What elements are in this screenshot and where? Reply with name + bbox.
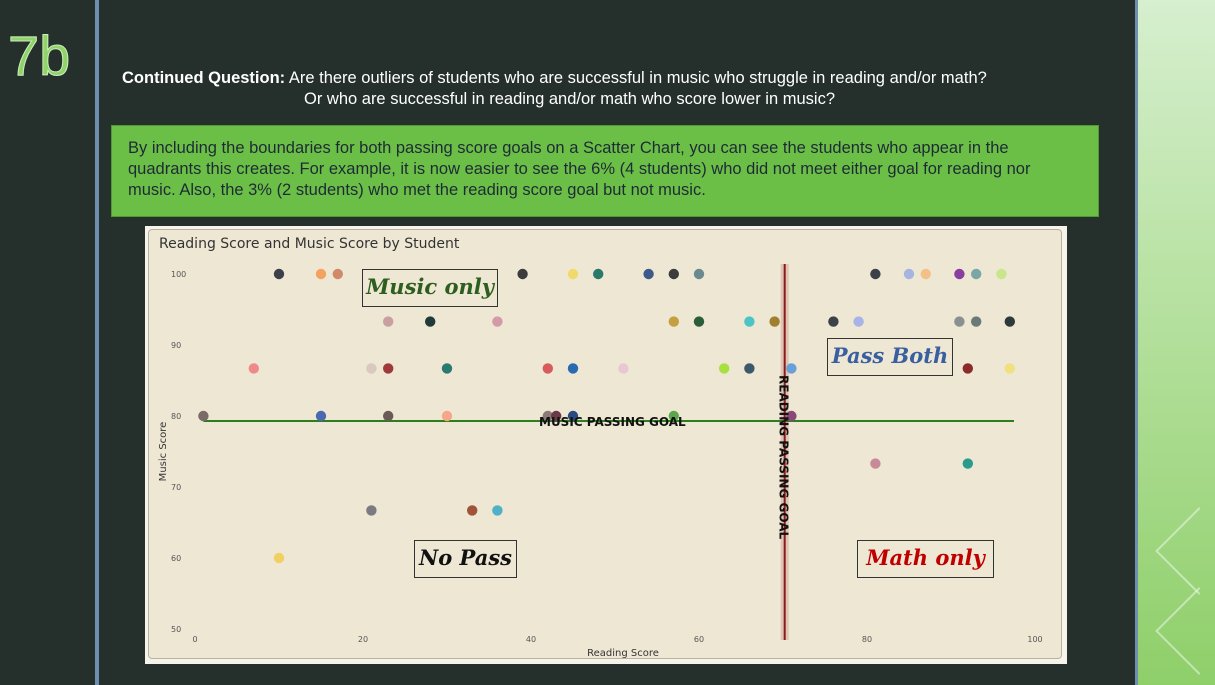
data-point (920, 268, 931, 280)
data-point (693, 316, 705, 327)
data-point (954, 268, 965, 280)
data-point (441, 410, 453, 422)
data-point (971, 316, 982, 327)
left-divider (95, 0, 99, 685)
data-point (593, 268, 604, 280)
y-tick-label: 50 (171, 625, 181, 634)
data-point (786, 410, 797, 422)
quadrant-pass-both: Pass Both (827, 338, 953, 376)
data-point (273, 552, 285, 564)
data-point (719, 363, 730, 374)
data-point (273, 268, 285, 280)
data-point (315, 410, 327, 422)
data-point (744, 316, 755, 327)
quadrant-no-pass-label: No Pass (419, 545, 512, 570)
data-point (198, 410, 209, 422)
quadrant-math-only-label: Math only (866, 545, 985, 570)
data-point (996, 268, 1007, 280)
data-point (542, 410, 553, 422)
scatter-plot: 50 60 70 80 90 100 0 20 40 60 80 100 Reading Score Mu… (158, 264, 1043, 659)
data-point (668, 316, 679, 327)
right-decoration (1135, 0, 1215, 685)
callout-box: By including the boundaries for both pas… (111, 125, 1099, 217)
data-point (567, 363, 579, 374)
chart-frame: Reading Score and Music Score by Student… (145, 226, 1067, 664)
data-point (366, 363, 377, 374)
data-point (1004, 316, 1015, 327)
data-point (551, 410, 562, 422)
question-line-2: Or who are successful in reading and/or … (304, 90, 835, 108)
data-point (971, 268, 982, 280)
data-point (492, 316, 503, 327)
quadrant-music-only: Music only (362, 269, 498, 307)
data-point (828, 316, 839, 327)
data-point (1004, 363, 1015, 374)
y-tick-label: 90 (171, 341, 181, 350)
slide-number: 7b (7, 24, 71, 87)
data-point (853, 316, 864, 327)
y-tick-label: 80 (171, 412, 181, 421)
quadrant-pass-both-label: Pass Both (831, 343, 949, 368)
data-point (332, 268, 343, 280)
y-tick-label: 70 (171, 483, 181, 492)
x-tick-label: 0 (192, 635, 197, 644)
x-tick-label: 20 (358, 635, 368, 644)
question-line-1: Are there outliers of students who are s… (288, 69, 987, 87)
data-point (467, 505, 478, 516)
data-point (693, 268, 705, 280)
data-point (315, 268, 327, 280)
data-point (441, 363, 453, 374)
data-point (903, 268, 915, 280)
question-text: Continued Question: Are there outliers o… (122, 68, 1122, 110)
data-point (962, 363, 973, 374)
data-point (567, 410, 579, 422)
x-tick-label: 80 (862, 635, 872, 644)
data-point (744, 363, 755, 374)
chart-title: Reading Score and Music Score by Student (159, 236, 460, 252)
data-point (383, 410, 394, 422)
data-point (383, 363, 394, 374)
y-tick-label: 60 (171, 554, 181, 563)
data-point (425, 316, 436, 327)
x-tick-label: 60 (694, 635, 704, 644)
data-point (643, 268, 654, 280)
left-sidebar (0, 0, 96, 685)
data-point (567, 268, 579, 280)
data-point (786, 363, 797, 374)
data-point (954, 316, 965, 327)
y-axis-title: Music Score (158, 422, 169, 482)
quadrant-music-only-label: Music only (366, 274, 494, 299)
chart-panel: Reading Score and Music Score by Student… (148, 229, 1062, 659)
data-point (769, 316, 780, 327)
question-lead: Continued Question: (122, 69, 286, 87)
data-point (870, 268, 881, 280)
chevron-decoration-icon (1155, 507, 1215, 595)
x-tick-label: 100 (1027, 635, 1042, 644)
data-point (542, 363, 553, 374)
data-point (618, 363, 629, 374)
y-tick-label: 100 (171, 270, 186, 279)
chevron-decoration-icon (1155, 587, 1215, 675)
data-point (668, 410, 679, 422)
x-axis-title: Reading Score (587, 648, 659, 659)
data-point (383, 316, 394, 327)
data-point (668, 268, 679, 280)
data-point (870, 458, 881, 469)
music-passing-goal-label: MUSIC PASSING GOAL (539, 415, 686, 429)
data-point (248, 363, 259, 374)
data-point (962, 458, 973, 469)
data-point (492, 505, 503, 516)
data-point (366, 505, 377, 516)
reading-passing-goal-label: READING PASSING GOAL (777, 375, 791, 539)
data-point (517, 268, 528, 280)
x-tick-label: 40 (526, 635, 536, 644)
quadrant-math-only: Math only (857, 540, 994, 578)
quadrant-no-pass: No Pass (414, 540, 517, 578)
callout-text: By including the boundaries for both pas… (128, 139, 1031, 199)
